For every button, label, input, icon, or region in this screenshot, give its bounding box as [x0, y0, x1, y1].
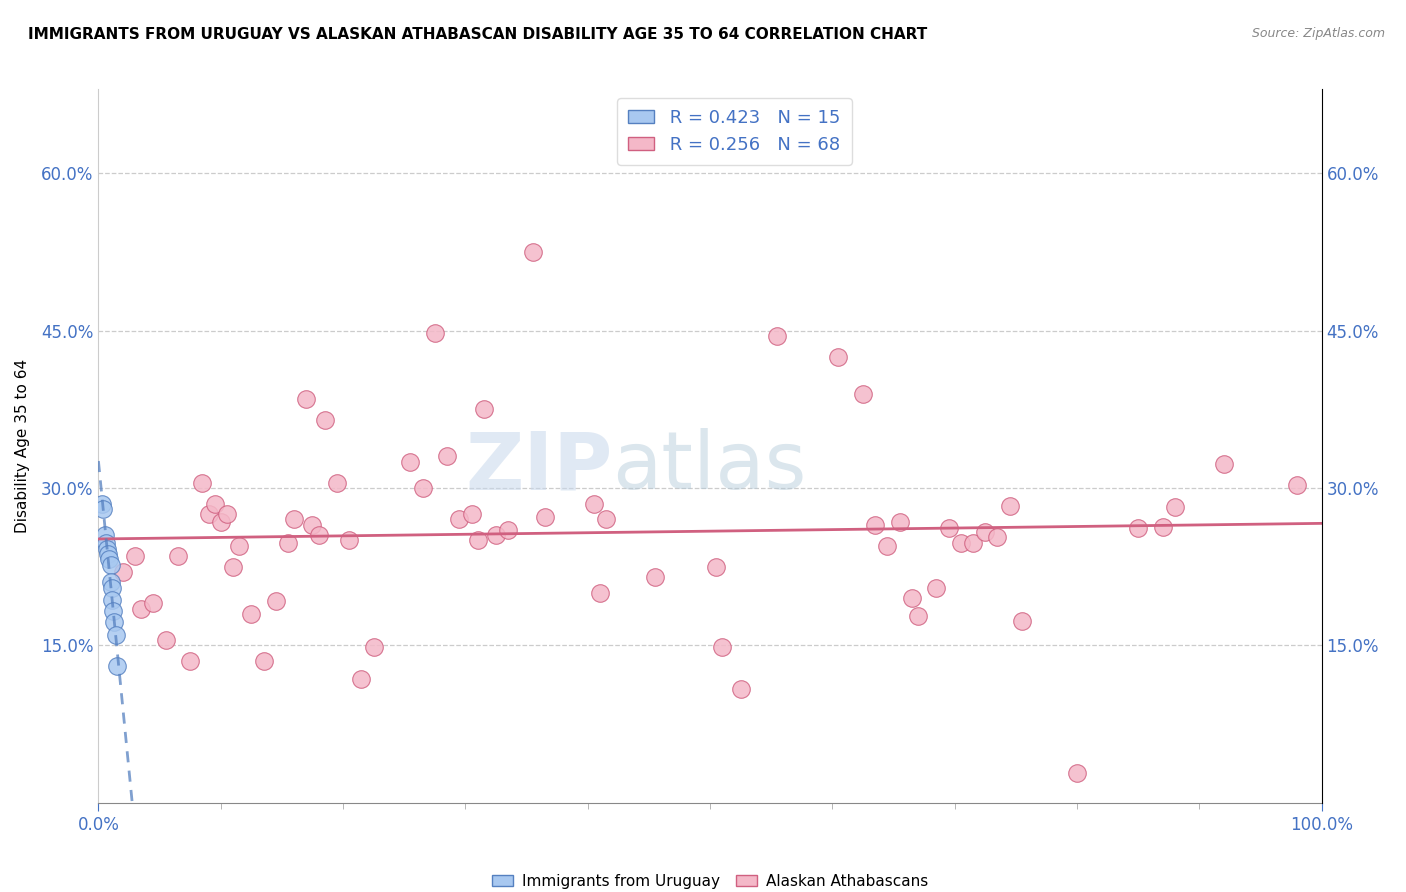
- Point: [998, 499, 1021, 513]
- Point: [1066, 766, 1088, 780]
- Point: [96, 541, 118, 556]
- Point: [704, 559, 727, 574]
- Point: [423, 326, 446, 340]
- Text: ZIP: ZIP: [465, 428, 612, 507]
- Point: [644, 570, 666, 584]
- Point: [277, 535, 299, 549]
- Point: [889, 515, 911, 529]
- Point: [582, 497, 605, 511]
- Point: [449, 512, 471, 526]
- Point: [399, 455, 422, 469]
- Point: [467, 533, 489, 548]
- Point: [595, 512, 617, 526]
- Point: [412, 481, 434, 495]
- Point: [472, 402, 495, 417]
- Point: [197, 507, 219, 521]
- Point: [827, 350, 849, 364]
- Point: [295, 392, 318, 406]
- Point: [124, 549, 146, 564]
- Point: [1286, 478, 1309, 492]
- Point: [98, 552, 121, 566]
- Point: [852, 386, 875, 401]
- Point: [100, 575, 122, 590]
- Point: [222, 559, 245, 574]
- Point: [350, 672, 373, 686]
- Point: [337, 533, 360, 548]
- Point: [240, 607, 263, 621]
- Point: [191, 475, 214, 490]
- Point: [167, 549, 190, 564]
- Point: [209, 515, 232, 529]
- Point: [252, 654, 274, 668]
- Point: [986, 530, 1008, 544]
- Point: [938, 521, 960, 535]
- Point: [204, 497, 226, 511]
- Point: [1212, 457, 1234, 471]
- Point: [925, 581, 948, 595]
- Point: [962, 535, 984, 549]
- Point: [228, 539, 250, 553]
- Point: [1152, 520, 1174, 534]
- Point: [301, 517, 323, 532]
- Point: [264, 594, 287, 608]
- Point: [901, 591, 924, 606]
- Point: [215, 507, 238, 521]
- Point: [766, 328, 789, 343]
- Point: [179, 654, 201, 668]
- Text: atlas: atlas: [612, 428, 807, 507]
- Point: [589, 586, 612, 600]
- Point: [485, 528, 508, 542]
- Point: [314, 413, 336, 427]
- Point: [93, 528, 115, 542]
- Point: [142, 596, 165, 610]
- Point: [155, 633, 177, 648]
- Point: [1164, 500, 1187, 514]
- Y-axis label: Disability Age 35 to 64: Disability Age 35 to 64: [15, 359, 30, 533]
- Point: [907, 609, 929, 624]
- Point: [326, 475, 349, 490]
- Legend: Immigrants from Uruguay, Alaskan Athabascans: Immigrants from Uruguay, Alaskan Athabas…: [485, 868, 935, 892]
- Text: Source: ZipAtlas.com: Source: ZipAtlas.com: [1251, 27, 1385, 40]
- Point: [101, 593, 124, 607]
- Point: [496, 523, 519, 537]
- Point: [436, 450, 458, 464]
- Point: [522, 244, 544, 259]
- Point: [129, 601, 152, 615]
- Point: [100, 558, 122, 572]
- Point: [308, 528, 330, 542]
- Point: [104, 628, 127, 642]
- Point: [460, 507, 482, 521]
- Point: [1011, 614, 1033, 628]
- Point: [363, 640, 385, 655]
- Point: [949, 535, 972, 549]
- Point: [111, 565, 134, 579]
- Point: [97, 547, 120, 561]
- Point: [876, 539, 898, 553]
- Point: [711, 640, 734, 655]
- Text: IMMIGRANTS FROM URUGUAY VS ALASKAN ATHABASCAN DISABILITY AGE 35 TO 64 CORRELATIO: IMMIGRANTS FROM URUGUAY VS ALASKAN ATHAB…: [28, 27, 928, 42]
- Point: [1128, 521, 1150, 535]
- Point: [863, 517, 886, 532]
- Point: [91, 502, 114, 516]
- Point: [730, 682, 752, 697]
- Point: [105, 659, 128, 673]
- Point: [534, 510, 557, 524]
- Point: [101, 604, 124, 618]
- Point: [101, 581, 124, 595]
- Point: [103, 615, 125, 630]
- Point: [91, 497, 114, 511]
- Point: [94, 535, 117, 549]
- Point: [283, 512, 305, 526]
- Point: [974, 524, 997, 539]
